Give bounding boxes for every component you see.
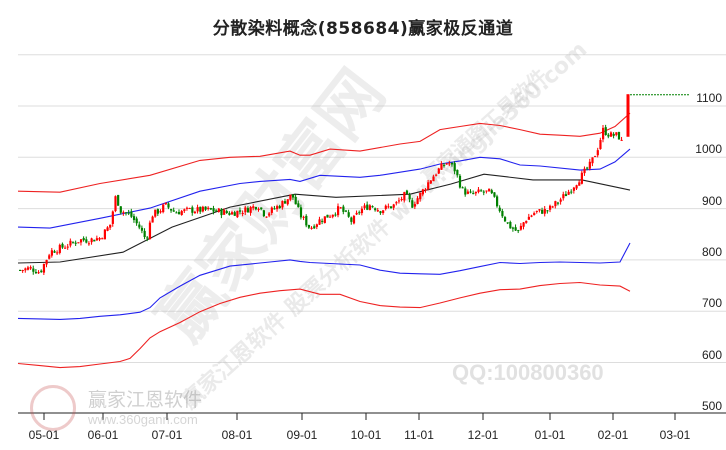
x-tick-label: 03-01 — [659, 428, 691, 442]
watermark-logo-text: 赢家江恩软件 — [88, 389, 203, 411]
x-axis — [18, 412, 726, 420]
x-tick-label: 12-01 — [467, 428, 499, 442]
y-tick-label: 500 — [701, 398, 722, 413]
x-tick-label: 06-01 — [87, 428, 119, 442]
inner-upper-band-line — [17, 148, 631, 229]
x-tick-label: 10-01 — [350, 428, 382, 442]
y-tick-label: 700 — [701, 296, 722, 311]
grid-lines — [18, 54, 726, 363]
candles — [19, 94, 690, 276]
x-tick-label: 02-01 — [597, 428, 629, 442]
y-tick-label: 900 — [701, 193, 722, 208]
x-tick-label: 01-01 — [534, 428, 566, 442]
inner-lower-band-line — [17, 242, 631, 320]
y-tick-label: 800 — [701, 244, 722, 259]
x-tick-label: 09-01 — [286, 428, 318, 442]
x-tick-label: 08-01 — [221, 428, 253, 442]
chart-title: 分散染料概念(858684)赢家极反通道 — [212, 19, 514, 39]
channel-bands — [17, 112, 631, 369]
svg-text:赢家通图工具软件: 赢家通图工具软件 — [417, 64, 552, 189]
x-tick-label: 11-01 — [404, 428, 434, 442]
x-tick-label: 05-01 — [28, 428, 60, 442]
last-candle — [626, 94, 630, 137]
outer-upper-band-line — [17, 112, 631, 193]
y-tick-label: 1100 — [696, 91, 722, 105]
watermark-logo-icon — [30, 385, 76, 431]
x-tick-label: 07-01 — [151, 428, 183, 442]
watermark-url: www.360gann.com — [88, 412, 198, 427]
outer-lower-band-line — [17, 281, 631, 369]
watermark-qq: QQ:100800360 — [452, 360, 604, 385]
y-tick-label: 1000 — [695, 142, 722, 157]
y-tick-label: 600 — [701, 347, 722, 362]
middle-line-line — [17, 173, 631, 264]
